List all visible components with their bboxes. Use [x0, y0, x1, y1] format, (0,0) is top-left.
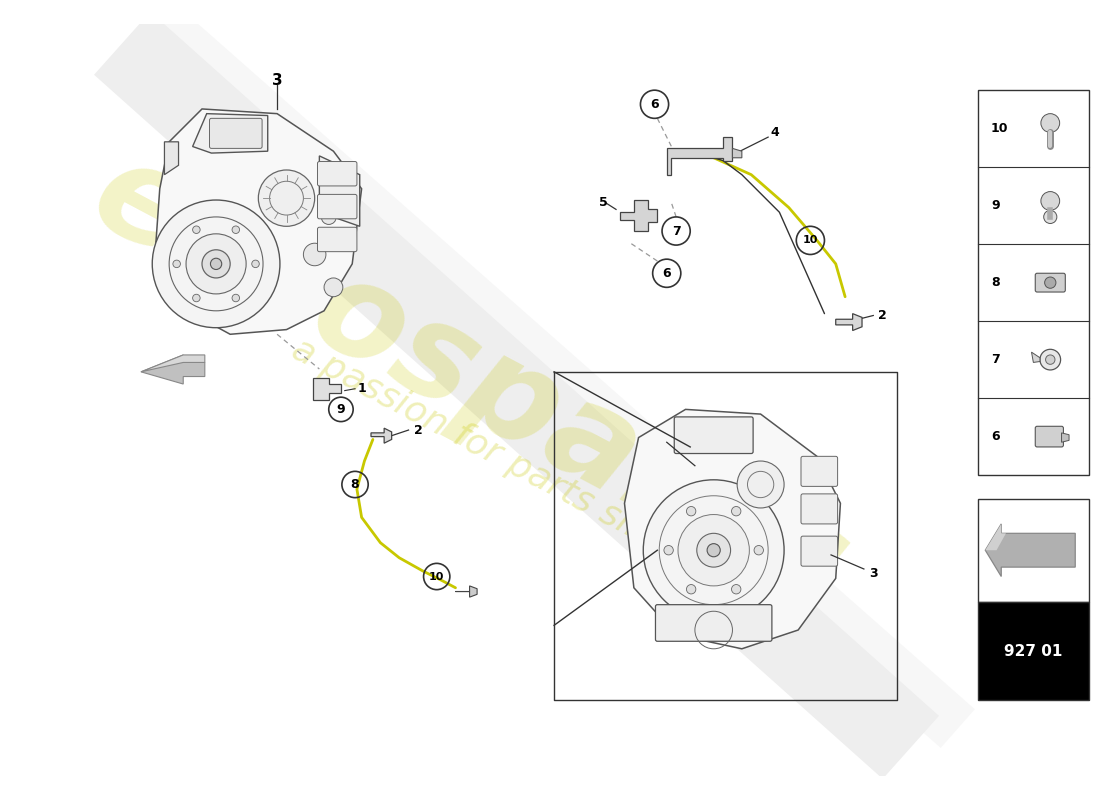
FancyBboxPatch shape [209, 118, 262, 148]
FancyBboxPatch shape [978, 602, 1089, 701]
Circle shape [737, 461, 784, 508]
FancyBboxPatch shape [1035, 274, 1065, 292]
Text: eurospares: eurospares [72, 130, 868, 634]
FancyBboxPatch shape [318, 227, 356, 252]
Circle shape [696, 534, 730, 567]
Circle shape [192, 226, 200, 234]
Text: 10: 10 [803, 235, 818, 246]
FancyBboxPatch shape [978, 498, 1089, 602]
Polygon shape [986, 524, 1075, 577]
Circle shape [252, 260, 260, 268]
FancyBboxPatch shape [318, 162, 356, 186]
Circle shape [732, 506, 741, 516]
Circle shape [1044, 210, 1057, 223]
Circle shape [321, 210, 337, 225]
Text: 5: 5 [600, 196, 608, 210]
Circle shape [686, 506, 696, 516]
Polygon shape [312, 378, 341, 400]
Text: 7: 7 [991, 353, 1000, 366]
Text: 6: 6 [991, 430, 1000, 443]
Text: 10: 10 [991, 122, 1009, 135]
PathPatch shape [143, 5, 975, 748]
Circle shape [1040, 350, 1060, 370]
Circle shape [232, 226, 240, 234]
Text: 927 01: 927 01 [1004, 644, 1063, 658]
Polygon shape [733, 148, 741, 158]
FancyBboxPatch shape [801, 536, 837, 566]
Text: 10: 10 [429, 571, 444, 582]
Text: 8: 8 [351, 478, 360, 491]
FancyBboxPatch shape [1035, 426, 1064, 447]
Circle shape [664, 546, 673, 555]
Circle shape [192, 294, 200, 302]
Polygon shape [836, 314, 862, 330]
Circle shape [644, 480, 784, 621]
Polygon shape [1062, 433, 1069, 442]
Polygon shape [192, 114, 267, 153]
Text: 6: 6 [650, 98, 659, 110]
Polygon shape [371, 428, 392, 443]
Circle shape [258, 170, 315, 226]
Circle shape [1046, 355, 1055, 364]
Text: 7: 7 [672, 225, 681, 238]
FancyBboxPatch shape [978, 90, 1089, 475]
Polygon shape [619, 200, 658, 231]
Polygon shape [1032, 352, 1040, 362]
Circle shape [152, 200, 279, 328]
Circle shape [324, 278, 343, 297]
Circle shape [304, 243, 326, 266]
Text: 8: 8 [991, 276, 1000, 289]
FancyBboxPatch shape [656, 605, 772, 642]
Circle shape [686, 585, 696, 594]
Circle shape [1045, 277, 1056, 288]
Circle shape [1041, 114, 1059, 133]
Circle shape [232, 294, 240, 302]
Text: 3: 3 [869, 567, 878, 580]
Circle shape [678, 514, 749, 586]
Circle shape [755, 546, 763, 555]
Circle shape [202, 250, 230, 278]
PathPatch shape [95, 12, 939, 779]
Polygon shape [625, 410, 840, 649]
Polygon shape [165, 142, 178, 174]
Text: 1: 1 [358, 382, 366, 395]
Text: a passion for parts since 1965: a passion for parts since 1965 [286, 332, 784, 618]
Circle shape [732, 585, 741, 594]
Text: 2: 2 [878, 309, 887, 322]
FancyBboxPatch shape [318, 194, 356, 219]
Circle shape [173, 260, 180, 268]
Polygon shape [667, 137, 733, 174]
Polygon shape [455, 586, 477, 597]
FancyBboxPatch shape [674, 417, 754, 454]
Text: 6: 6 [662, 266, 671, 280]
Polygon shape [141, 355, 205, 384]
Text: 3: 3 [272, 74, 283, 88]
Circle shape [707, 544, 721, 557]
Polygon shape [986, 524, 1075, 550]
Polygon shape [141, 355, 205, 372]
Text: 2: 2 [414, 423, 422, 437]
Polygon shape [319, 156, 360, 226]
Circle shape [1041, 191, 1059, 210]
Text: 4: 4 [770, 126, 779, 139]
Text: 9: 9 [991, 199, 1000, 212]
FancyBboxPatch shape [801, 494, 837, 524]
Circle shape [186, 234, 246, 294]
Polygon shape [155, 109, 362, 334]
Circle shape [210, 258, 222, 270]
Text: 9: 9 [337, 403, 345, 416]
FancyBboxPatch shape [801, 456, 837, 486]
